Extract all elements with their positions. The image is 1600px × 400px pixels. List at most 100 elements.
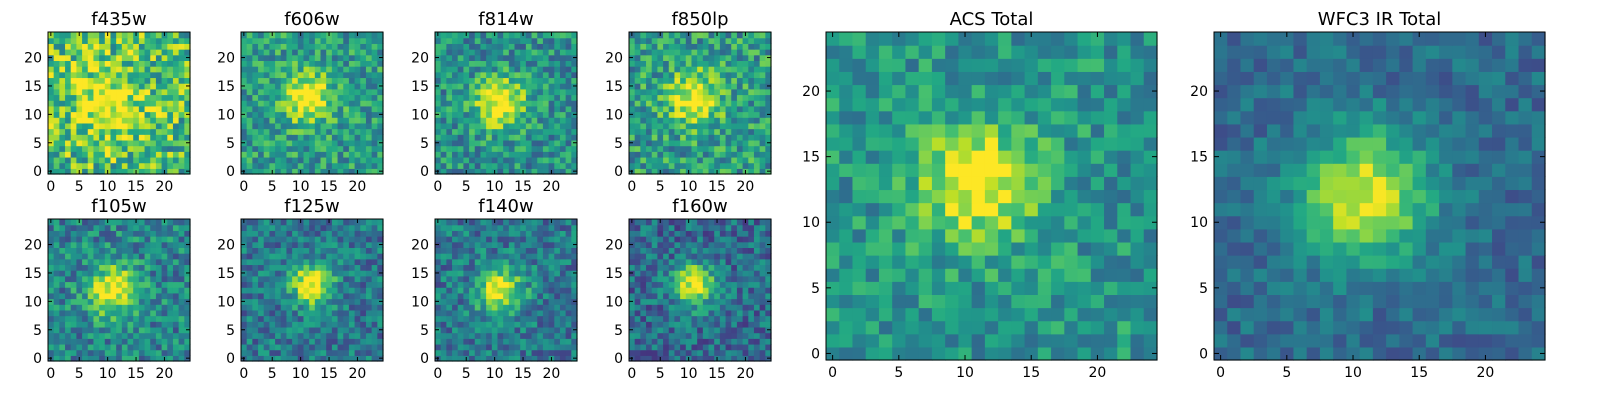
heatmap-cell xyxy=(172,315,180,322)
heatmap-cell xyxy=(87,315,95,322)
heatmap-cell xyxy=(70,349,77,356)
heatmap-cell xyxy=(93,247,100,254)
heatmap-cell xyxy=(275,168,282,175)
heatmap-cell xyxy=(76,241,83,248)
heatmap-cell xyxy=(640,88,647,96)
heatmap-cell xyxy=(258,258,265,266)
heatmap-cell xyxy=(161,88,168,96)
heatmap-cell xyxy=(542,326,550,334)
x-tick-label: 15 xyxy=(320,179,338,195)
heatmap-cell xyxy=(542,281,550,288)
heatmap-cell xyxy=(314,105,322,113)
heatmap-cell xyxy=(155,343,163,351)
heatmap-cell xyxy=(1064,228,1079,243)
heatmap-cell xyxy=(852,202,867,217)
heatmap-cell xyxy=(725,49,732,56)
heatmap-cell xyxy=(759,60,766,67)
heatmap-cell xyxy=(121,111,129,118)
heatmap-cell xyxy=(53,264,60,271)
heatmap-cell xyxy=(70,270,77,277)
heatmap-cell xyxy=(634,105,641,113)
heatmap-cell xyxy=(440,326,447,334)
heatmap-cell xyxy=(1130,215,1145,230)
heatmap-cell xyxy=(565,77,572,84)
heatmap-cell xyxy=(486,321,493,328)
heatmap-cell xyxy=(657,111,664,118)
heatmap-cell xyxy=(314,309,322,317)
heatmap-cell xyxy=(309,321,316,328)
heatmap-cell xyxy=(491,349,499,356)
heatmap-cell xyxy=(138,151,146,158)
heatmap-cell xyxy=(371,258,378,266)
heatmap-cell xyxy=(76,100,83,107)
heatmap-cell xyxy=(320,43,327,50)
heatmap-cell xyxy=(469,292,476,300)
heatmap-cell xyxy=(127,270,134,277)
heatmap-cell xyxy=(275,326,282,334)
heatmap-cell xyxy=(286,287,293,294)
heatmap-cell xyxy=(839,176,854,191)
heatmap-cell xyxy=(452,49,459,56)
heatmap-cell xyxy=(263,315,270,322)
heatmap-cell xyxy=(905,136,920,151)
heatmap-cell xyxy=(320,270,327,277)
heatmap-cell xyxy=(1117,45,1132,59)
y-tick-label: 5 xyxy=(226,136,235,152)
heatmap-cell xyxy=(292,168,299,175)
heatmap-cell xyxy=(503,60,510,67)
heatmap-cell xyxy=(87,32,95,39)
heatmap-cell xyxy=(651,100,658,107)
heatmap-cell xyxy=(565,134,572,141)
heatmap-cell xyxy=(469,111,476,118)
heatmap-cell xyxy=(303,321,310,328)
heatmap-cell xyxy=(931,150,946,164)
heatmap-cell xyxy=(326,253,333,260)
heatmap-cell xyxy=(241,66,248,73)
heatmap-cell xyxy=(440,151,447,158)
heatmap-cell xyxy=(320,54,327,61)
heatmap-cell xyxy=(905,110,920,125)
heatmap-cell xyxy=(497,66,504,73)
heatmap-cell xyxy=(144,49,151,56)
heatmap-cell xyxy=(144,111,151,118)
heatmap-cell xyxy=(520,71,527,79)
heatmap-cell xyxy=(474,162,482,169)
heatmap-cell xyxy=(303,241,310,248)
heatmap-cell xyxy=(326,37,333,44)
heatmap-cell xyxy=(446,343,453,351)
heatmap-cell xyxy=(554,355,561,362)
heatmap-cell xyxy=(354,287,361,294)
heatmap-cell xyxy=(565,338,572,345)
heatmap-cell xyxy=(759,43,766,50)
heatmap-cell xyxy=(514,100,521,107)
heatmap-cell xyxy=(508,326,516,334)
heatmap-cell xyxy=(646,60,653,67)
heatmap-cell xyxy=(865,71,880,86)
heatmap-cell xyxy=(99,94,106,101)
heatmap-cell xyxy=(178,162,185,169)
heatmap-cell xyxy=(286,326,293,334)
heatmap-cell xyxy=(765,60,772,67)
heatmap-cell xyxy=(714,100,721,107)
heatmap-cell xyxy=(742,145,749,152)
heatmap-cell xyxy=(70,168,77,175)
heatmap-cell xyxy=(65,128,72,135)
heatmap-cell xyxy=(697,105,704,113)
heatmap-cell xyxy=(133,241,140,248)
heatmap-cell xyxy=(440,43,447,50)
heatmap-cell xyxy=(184,287,191,294)
heatmap-cell xyxy=(708,66,715,73)
heatmap-cell xyxy=(309,128,316,135)
heatmap-cell xyxy=(571,32,578,39)
heatmap-cell xyxy=(172,304,180,311)
heatmap-cell xyxy=(497,117,504,124)
heatmap-cell xyxy=(167,315,174,322)
heatmap-cell xyxy=(110,43,117,50)
heatmap-cell xyxy=(748,162,755,169)
heatmap-cell xyxy=(320,253,327,260)
heatmap-cell xyxy=(292,145,299,152)
heatmap-cell xyxy=(435,94,442,101)
heatmap-cell xyxy=(172,332,180,339)
y-tick-label: 10 xyxy=(24,107,42,123)
heatmap-cell xyxy=(104,43,112,50)
